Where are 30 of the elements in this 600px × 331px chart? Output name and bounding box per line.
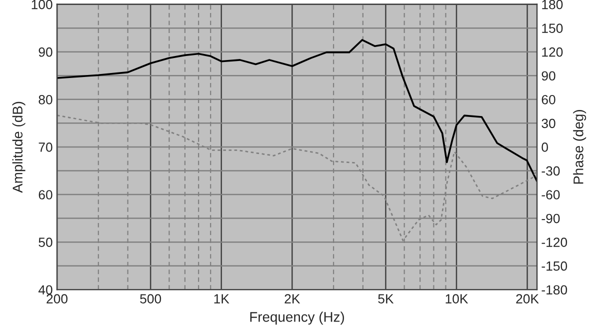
y-tick-label: 90	[38, 47, 52, 57]
x-tick-label: 10K	[446, 294, 468, 304]
y2-tick-label: 120	[542, 47, 563, 57]
y2-axis-title: Phase (deg)	[573, 110, 586, 184]
y-tick-label: 40	[38, 285, 52, 295]
y-tick-label: 80	[38, 94, 52, 104]
y-axis-title: Amplitude (dB)	[12, 102, 26, 193]
x-tick-label: 20K	[516, 294, 539, 304]
y2-tick-label: -60	[542, 190, 560, 200]
y-tick-label: 100	[32, 0, 52, 10]
y2-tick-label: -90	[542, 214, 560, 224]
y2-tick-label: 0	[542, 142, 548, 152]
y2-tick-label: -150	[542, 261, 568, 271]
y2-tick-label: -120	[542, 238, 568, 247]
y2-tick-label: 180	[542, 0, 563, 10]
y2-tick-label: 150	[542, 24, 563, 33]
y-tick-label: 60	[38, 190, 52, 200]
x-tick-label: 1K	[214, 294, 230, 304]
x-tick-label: 5K	[378, 294, 394, 304]
x-tick-label: 2K	[284, 294, 300, 304]
y2-tick-label: -180	[542, 285, 568, 295]
y-tick-label: 50	[38, 238, 52, 247]
x-tick-label: 200	[46, 294, 68, 304]
y2-tick-label: 30	[542, 118, 556, 128]
y-tick-label: 70	[38, 142, 52, 152]
y2-tick-label: -30	[542, 166, 560, 176]
y2-tick-label: 90	[542, 71, 556, 81]
x-tick-label: 500	[140, 294, 162, 304]
x-axis-title: Frequency (Hz)	[250, 312, 344, 325]
y2-tick-label: 60	[542, 94, 556, 104]
